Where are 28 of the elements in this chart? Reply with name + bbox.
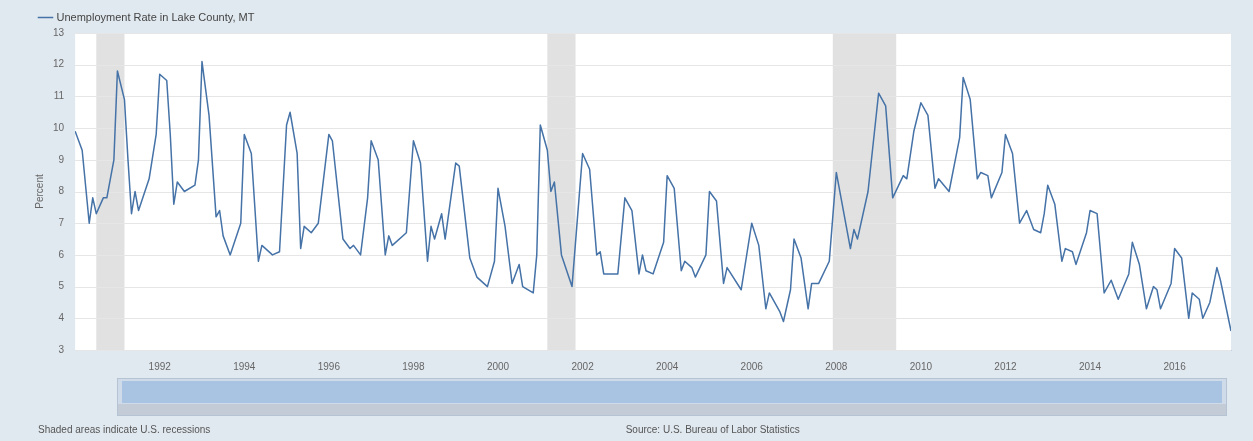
x-tick-label: 2000 [486,360,510,372]
text: Shaded areas indicate U.S. recessions [38,424,211,435]
x-tick-label: 2014 [1078,360,1102,372]
x-tick-label: 2008 [825,360,848,372]
y-tick-label: 8 [58,185,65,197]
x-tick-label: 2004 [656,360,679,372]
x-tick-label: 2006 [740,360,764,372]
y-tick-label: 3 [58,343,65,355]
x-tick-label: 1992 [148,360,172,372]
y-tick-label: 7 [58,216,65,228]
legend-label: Unemployment Rate in Lake County, MT [56,10,255,23]
y-tick-label: 11 [53,90,65,102]
y-tick-label: 10 [53,121,65,133]
y-tick-label: 13 [53,26,65,38]
source-note: Source: U.S. Bureau of Labor Statistics [625,424,800,435]
y-axis-title: Percent [33,174,45,209]
y-tick-label: 4 [58,312,65,324]
x-tick-label: 1998 [402,360,425,372]
x-tick-label: 2010 [909,360,933,372]
y-tick-label: 5 [58,280,65,292]
x-tick-label: 2002 [571,360,595,372]
x-tick-label: 2012 [994,360,1018,372]
x-tick-label: 1996 [317,360,341,372]
y-tick-label: 9 [58,153,65,165]
y-tick-label: 6 [58,248,65,260]
y-tick-label: 12 [53,58,65,70]
x-tick-label: 2016 [1163,360,1187,372]
x-tick-label: 1994 [233,360,256,372]
